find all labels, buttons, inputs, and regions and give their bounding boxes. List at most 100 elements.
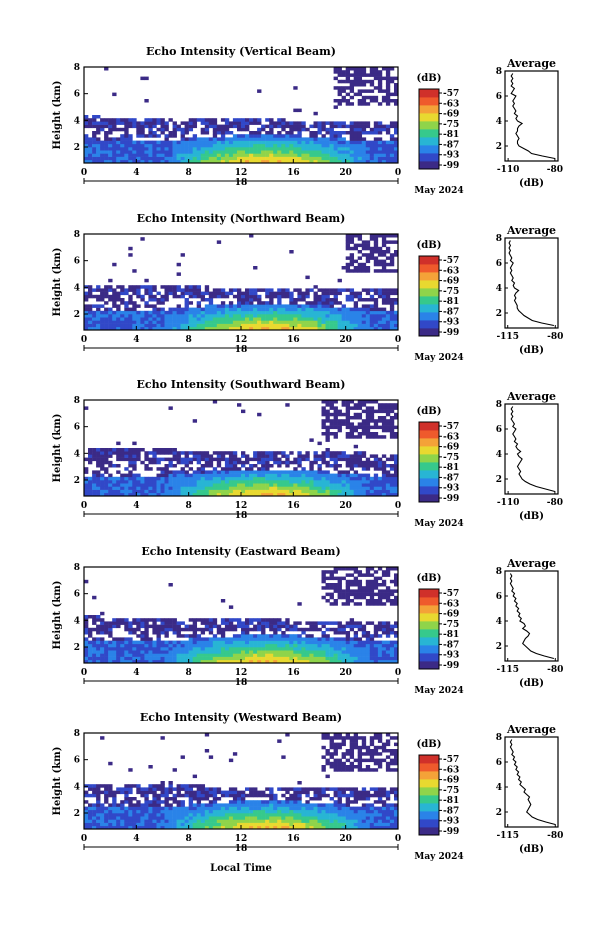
heatmap-cell (357, 137, 363, 141)
heatmap-cell (196, 143, 202, 148)
heatmap-cell (253, 489, 258, 494)
heatmap-cell (168, 784, 173, 788)
heatmap-cell (317, 288, 322, 292)
heatmap-cell (176, 643, 181, 648)
heatmap-cell (184, 492, 189, 497)
heatmap-cell (385, 240, 391, 244)
heatmap-cell (317, 476, 322, 481)
heatmap-cell (313, 150, 318, 154)
heatmap-cell (373, 307, 379, 312)
heatmap-cell (321, 137, 326, 141)
heatmap-cell (192, 121, 198, 125)
heatmap-cell (297, 634, 302, 638)
heatmap-cell (249, 304, 254, 308)
heatmap-cell (120, 659, 125, 664)
heatmap-cell (212, 819, 218, 823)
heatmap-cell (309, 323, 314, 328)
heatmap-cell (232, 492, 238, 497)
heatmap-cell (293, 659, 298, 664)
heatmap-cell (341, 143, 346, 148)
heatmap-cell (365, 412, 371, 417)
heatmap-cell (116, 653, 121, 657)
colorbar-segment (419, 256, 439, 265)
heatmap-cell (204, 803, 210, 807)
heatmap-cell (124, 653, 129, 657)
heatmap-cell (285, 150, 290, 154)
heatmap-cell (196, 492, 202, 497)
heatmap-cell (132, 483, 137, 487)
heatmap-cell (394, 631, 399, 635)
heatmap-cell (237, 156, 242, 161)
heatmap-cell (120, 310, 125, 315)
heatmap-cell (325, 621, 330, 625)
heatmap-cell (200, 159, 206, 164)
heatmap-cell (257, 621, 262, 625)
heatmap-cell (216, 819, 222, 823)
heatmap-cell (345, 573, 351, 577)
heatmap-cell (369, 70, 375, 74)
heatmap-cell (301, 640, 306, 645)
heatmap-cell (96, 800, 101, 804)
heatmap-cell (148, 650, 153, 654)
heatmap-cell (353, 140, 359, 145)
heatmap-cell (104, 470, 109, 474)
heatmap-cell (208, 473, 214, 478)
heatmap-cell (381, 266, 387, 270)
heatmap-cell (164, 298, 169, 302)
heatmap-cell (381, 647, 387, 651)
heatmap-cell (237, 486, 242, 490)
heatmap-cell (224, 640, 230, 645)
heatmap-cell (297, 143, 302, 148)
heatmap-cell (269, 451, 274, 455)
heatmap-cell (180, 492, 185, 497)
heatmap-cell (309, 650, 314, 654)
heatmap-cell (353, 259, 359, 264)
heatmap-cell (317, 492, 322, 497)
panel-1: Echo Intensity (Northward Beam)2468Heigh… (52, 212, 563, 363)
heatmap-cell (108, 659, 113, 664)
heatmap-cell (293, 643, 298, 648)
heatmap-cell (321, 425, 326, 430)
heatmap-cell (208, 659, 214, 664)
heatmap-cell (160, 153, 165, 157)
heatmap-cell (361, 67, 367, 71)
heatmap-cell (261, 454, 266, 458)
heatmap-cell (216, 624, 222, 629)
heatmap-cell (285, 483, 290, 487)
heatmap-cell (192, 156, 198, 161)
heatmap-cell (216, 451, 222, 455)
heatmap-cell (184, 317, 189, 321)
heatmap-cell (192, 291, 198, 296)
heatmap-cell (188, 653, 194, 657)
heatmap-cell (389, 435, 395, 439)
heatmap-cell (253, 121, 258, 125)
heatmap-cell (156, 291, 161, 296)
y-tick-label: 4 (74, 283, 80, 293)
heatmap-cell (309, 320, 314, 324)
heatmap-cell (349, 589, 355, 593)
heatmap-cell (365, 102, 371, 106)
heatmap-cell (208, 298, 214, 302)
heatmap-cell (317, 159, 322, 164)
heatmap-cell (188, 483, 194, 487)
heatmap-cell (297, 310, 302, 315)
average-x-axis-label: (dB) (519, 345, 544, 356)
heatmap-cell (232, 486, 238, 490)
heatmap-cell (377, 480, 383, 484)
heatmap-cell (216, 464, 222, 468)
heatmap-cell (188, 140, 194, 145)
heatmap-cell (313, 124, 318, 129)
heatmap-cell (112, 483, 117, 487)
heatmap-cell (349, 246, 355, 251)
heatmap-cell (309, 653, 314, 657)
heatmap-cell (297, 156, 302, 161)
heatmap-cell (224, 291, 230, 296)
heatmap-cell (245, 304, 250, 308)
heatmap-cell (148, 323, 153, 328)
heatmap-cell (329, 464, 334, 468)
heatmap-cell (394, 464, 399, 468)
heatmap-cell (176, 787, 181, 791)
heatmap-cell (92, 492, 97, 497)
heatmap-cell (92, 115, 97, 119)
heatmap-cell (196, 326, 202, 331)
